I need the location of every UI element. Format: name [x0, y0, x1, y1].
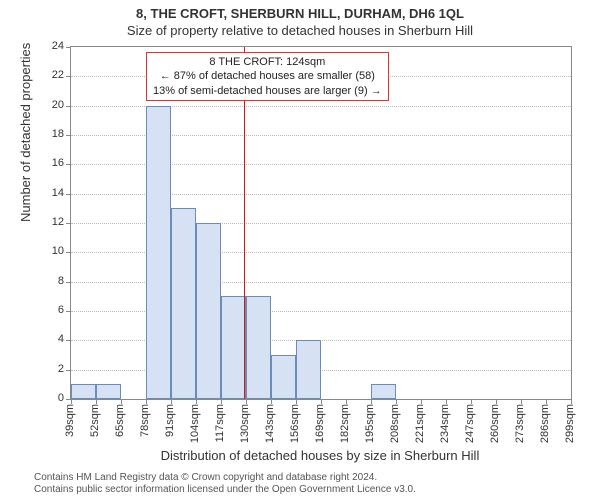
- ytick-label: 24: [40, 40, 64, 52]
- ytick-label: 18: [40, 128, 64, 140]
- ytick-mark: [66, 311, 71, 312]
- chart-container: 8 THE CROFT: 124sqm← 87% of detached hou…: [70, 46, 570, 398]
- annotation-line2: ← 87% of detached houses are smaller (58…: [153, 69, 382, 83]
- histogram-bar: [96, 384, 121, 399]
- ytick-label: 22: [40, 69, 64, 81]
- ytick-mark: [66, 340, 71, 341]
- xtick-label: 91sqm: [164, 404, 176, 437]
- title-subtitle: Size of property relative to detached ho…: [0, 21, 600, 42]
- footer-attribution: Contains HM Land Registry data © Crown c…: [34, 472, 416, 496]
- y-axis-label: Number of detached properties: [18, 43, 33, 222]
- histogram-bar: [371, 384, 396, 399]
- ytick-mark: [66, 370, 71, 371]
- xtick-label: 286sqm: [539, 404, 551, 443]
- histogram-bar: [71, 384, 96, 399]
- ytick-mark: [66, 282, 71, 283]
- histogram-bar: [146, 106, 171, 399]
- annotation-line3: 13% of semi-detached houses are larger (…: [153, 84, 382, 98]
- plot-area: 8 THE CROFT: 124sqm← 87% of detached hou…: [70, 46, 572, 400]
- xtick-label: 169sqm: [314, 404, 326, 443]
- xtick-label: 143sqm: [264, 404, 276, 443]
- ytick-label: 16: [40, 157, 64, 169]
- xtick-label: 182sqm: [339, 404, 351, 443]
- histogram-bar: [171, 208, 196, 399]
- ytick-mark: [66, 106, 71, 107]
- xtick-label: 195sqm: [364, 404, 376, 443]
- xtick-label: 260sqm: [489, 404, 501, 443]
- xtick-label: 208sqm: [389, 404, 401, 443]
- ytick-label: 4: [40, 333, 64, 345]
- footer-line2: Contains public sector information licen…: [34, 484, 416, 496]
- ytick-mark: [66, 223, 71, 224]
- ytick-mark: [66, 47, 71, 48]
- xtick-label: 39sqm: [64, 404, 76, 437]
- ytick-label: 20: [40, 99, 64, 111]
- xtick-label: 221sqm: [414, 404, 426, 443]
- annotation-box: 8 THE CROFT: 124sqm← 87% of detached hou…: [146, 52, 389, 101]
- ytick-label: 12: [40, 216, 64, 228]
- footer-line1: Contains HM Land Registry data © Crown c…: [34, 472, 416, 484]
- histogram-bar: [296, 340, 321, 399]
- xtick-label: 65sqm: [114, 404, 126, 437]
- xtick-label: 156sqm: [289, 404, 301, 443]
- xtick-label: 234sqm: [439, 404, 451, 443]
- histogram-bar: [271, 355, 296, 399]
- xtick-label: 299sqm: [564, 404, 576, 443]
- ytick-label: 10: [40, 245, 64, 257]
- histogram-bar: [246, 296, 271, 399]
- x-axis-label: Distribution of detached houses by size …: [70, 448, 570, 463]
- title-address: 8, THE CROFT, SHERBURN HILL, DURHAM, DH6…: [0, 0, 600, 21]
- ytick-label: 0: [40, 392, 64, 404]
- xtick-label: 247sqm: [464, 404, 476, 443]
- ytick-mark: [66, 194, 71, 195]
- xtick-label: 78sqm: [139, 404, 151, 437]
- ytick-mark: [66, 252, 71, 253]
- ytick-mark: [66, 76, 71, 77]
- xtick-label: 130sqm: [239, 404, 251, 443]
- ytick-label: 14: [40, 187, 64, 199]
- xtick-label: 273sqm: [514, 404, 526, 443]
- xtick-label: 52sqm: [89, 404, 101, 437]
- annotation-line1: 8 THE CROFT: 124sqm: [153, 55, 382, 69]
- xtick-label: 104sqm: [189, 404, 201, 443]
- ytick-mark: [66, 164, 71, 165]
- histogram-bar: [221, 296, 246, 399]
- ytick-label: 8: [40, 275, 64, 287]
- ytick-label: 2: [40, 363, 64, 375]
- xtick-label: 117sqm: [214, 404, 226, 442]
- histogram-bar: [196, 223, 221, 399]
- ytick-mark: [66, 135, 71, 136]
- ytick-label: 6: [40, 304, 64, 316]
